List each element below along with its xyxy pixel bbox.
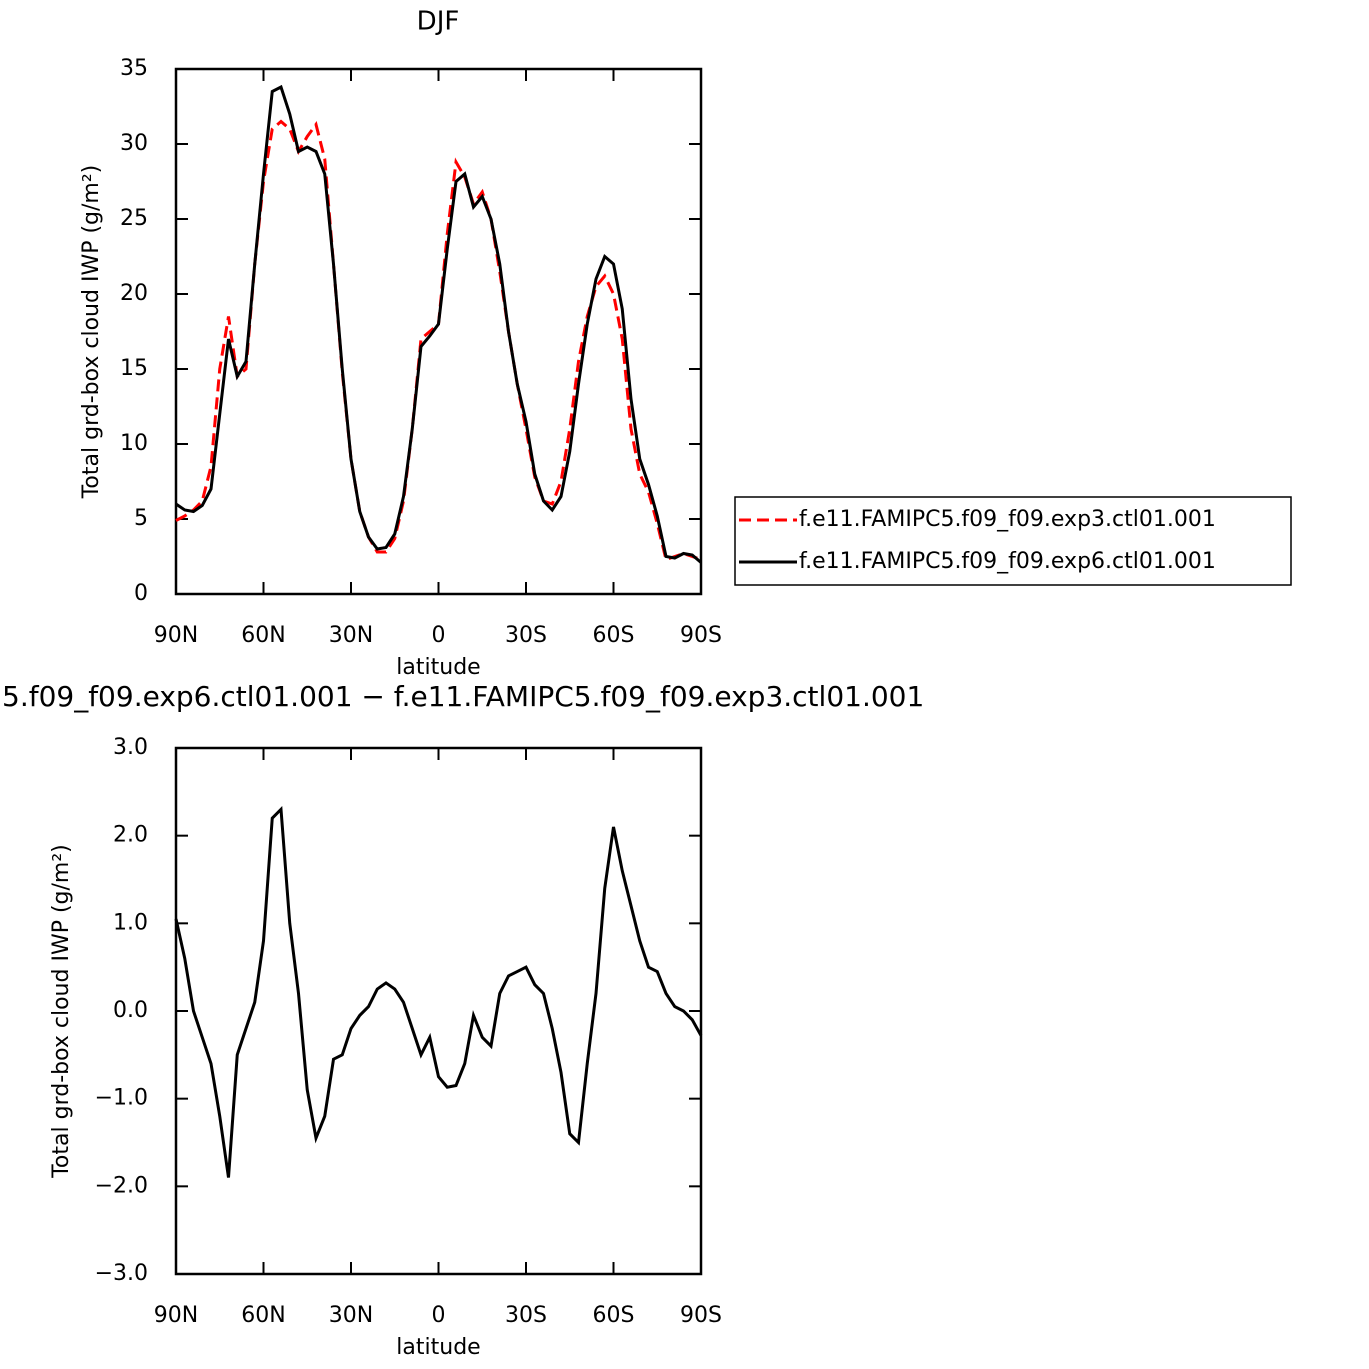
y-axis-label: Total grd-box cloud IWP (g/m²) xyxy=(49,844,74,1179)
x-tick-label: 90N xyxy=(154,1303,198,1328)
y-tick-label: 2.0 xyxy=(113,823,148,848)
x-tick-label: 90S xyxy=(680,623,722,648)
y-axis-label: Total grd-box cloud IWP (g/m²) xyxy=(79,165,104,500)
y-tick-label: −3.0 xyxy=(95,1261,148,1286)
y-tick-label: 3.0 xyxy=(113,735,148,760)
chart-title: DJF xyxy=(417,7,460,37)
x-axis-label: latitude xyxy=(396,655,480,680)
x-tick-label: 60S xyxy=(593,1303,635,1328)
x-axis-label: latitude xyxy=(396,1335,480,1360)
data-line xyxy=(175,84,702,564)
y-tick-label: 0 xyxy=(134,581,148,606)
y-tick-label: 30 xyxy=(120,131,148,156)
x-tick-label: 30S xyxy=(505,623,547,648)
y-tick-label: 15 xyxy=(120,356,148,381)
x-tick-label: 30N xyxy=(329,623,373,648)
legend-label: f.e11.FAMIPC5.f09_f09.exp6.ctl01.001 xyxy=(799,549,1216,574)
plot-frame xyxy=(174,746,703,1276)
data-line xyxy=(174,805,703,1178)
y-tick-label: −1.0 xyxy=(95,1086,148,1111)
x-tick-label: 60S xyxy=(593,623,635,648)
x-tick-label: 90S xyxy=(680,1303,722,1328)
legend-box xyxy=(734,496,1292,586)
x-tick-label: 0 xyxy=(432,1303,446,1328)
y-tick-label: 25 xyxy=(120,206,148,231)
plot-frame xyxy=(174,67,703,596)
x-tick-label: 0 xyxy=(432,623,446,648)
y-tick-label: −2.0 xyxy=(95,1173,148,1198)
y-tick-label: 10 xyxy=(120,431,148,456)
y-tick-label: 1.0 xyxy=(113,910,148,935)
y-tick-label: 35 xyxy=(120,56,148,81)
x-tick-label: 30S xyxy=(505,1303,547,1328)
y-tick-label: 0.0 xyxy=(113,998,148,1023)
x-tick-label: 30N xyxy=(329,1303,373,1328)
data-line xyxy=(175,119,702,562)
x-tick-label: 60N xyxy=(241,1303,285,1328)
y-tick-label: 5 xyxy=(134,506,148,531)
legend-label: f.e11.FAMIPC5.f09_f09.exp3.ctl01.001 xyxy=(799,507,1216,532)
chart-title: 5.f09_f09.exp6.ctl01.001 − f.e11.FAMIPC5… xyxy=(2,680,924,713)
x-tick-label: 60N xyxy=(241,623,285,648)
x-tick-label: 90N xyxy=(154,623,198,648)
y-tick-label: 20 xyxy=(120,281,148,306)
